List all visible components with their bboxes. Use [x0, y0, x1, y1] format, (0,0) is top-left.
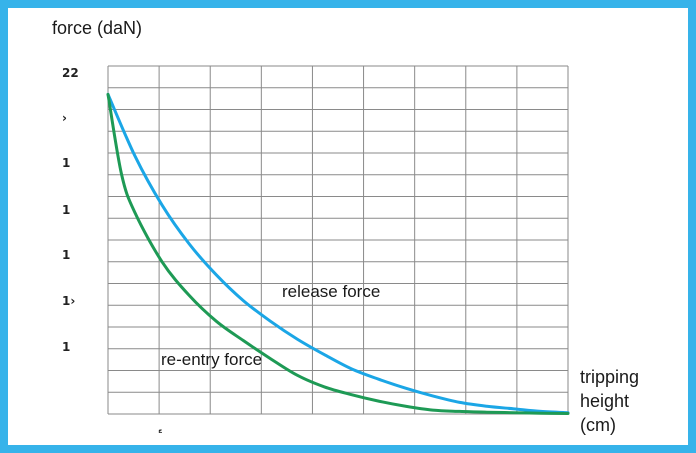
x-axis-label: tripping height (cm) [580, 367, 639, 435]
y-tick-label: 1› [62, 294, 75, 308]
y-axis-label: force (daN) [52, 18, 142, 38]
re-entry-force-line [106, 92, 570, 415]
x-axis-label-line: height [580, 391, 629, 411]
x-axis-label-line: tripping [580, 367, 639, 387]
force-chart: force (daN) 22 › 1 1 1 1› 1 ᵋ release fo… [52, 18, 639, 440]
y-tick-label: 22 [62, 66, 79, 80]
y-tick-label: 1 [62, 248, 70, 262]
x-axis-label-line: (cm) [580, 415, 616, 435]
y-tick-label: 1 [62, 156, 70, 170]
y-tick-labels: 22 › 1 1 1 1› 1 [62, 66, 79, 354]
y-tick-label: 1 [62, 203, 70, 217]
release-force-line [106, 92, 570, 415]
re-entry-force-label: re-entry force [161, 350, 262, 369]
release-force-label: release force [282, 282, 380, 301]
y-tick-label: 1 [62, 340, 70, 354]
x-tick-label: ᵋ [158, 426, 163, 440]
series-lines [106, 92, 570, 415]
y-tick-label: › [62, 111, 67, 125]
